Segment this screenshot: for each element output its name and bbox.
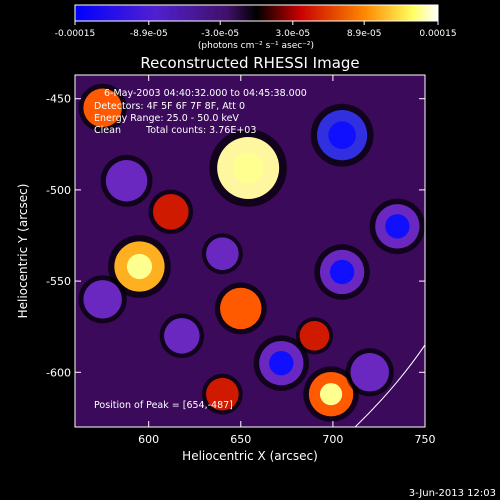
heatmap-feature-16: [201, 233, 243, 275]
heatmap-feature-15: [345, 348, 394, 397]
heatmap-feature-0: [209, 129, 287, 207]
colorbar-ticks: -0.00015 -8.9e-05 -3.0e-05 3.0e-05 8.9e-05 0.…: [55, 21, 457, 39]
annotation-clean: Clean: [94, 125, 121, 136]
colorbar-unit-label: (photons cm⁻² s⁻¹ asec⁻²): [198, 41, 314, 51]
x-tick-label-2: 700: [322, 433, 343, 446]
heatmap-feature-13: [159, 313, 205, 359]
colorbar-tick-label-2: -3.0e-05: [201, 29, 239, 39]
footer-timestamp: 3-Jun-2013 12:03: [409, 488, 496, 499]
heatmap-plot: 600 650 700 750 -450 -500 -550 -600: [46, 74, 436, 446]
heatmap-feature-1: [108, 235, 171, 298]
heatmap-feature-5: [78, 83, 127, 132]
y-tick-label-3: -600: [46, 366, 71, 379]
x-tick-label-3: 750: [415, 433, 436, 446]
colorbar-strip: [74, 4, 439, 22]
colorbar-tick-label-1: -8.9e-05: [130, 29, 168, 39]
annotation-counts: Total counts: 3.76E+03: [145, 125, 256, 136]
annotation-energy: Energy Range: 25.0 - 50.0 keV: [94, 113, 239, 124]
chart-title: Reconstructed RHESSI Image: [140, 54, 359, 72]
annotation-time-range: 6-May-2003 04:40:32.000 to 04:45:38.000: [104, 88, 307, 99]
y-axis-label: Heliocentric Y (arcsec): [16, 184, 30, 319]
y-tick-label-1: -500: [46, 184, 71, 197]
solar-limb-arc: [354, 344, 425, 427]
colorbar-tick-label-3: 3.0e-05: [276, 29, 311, 39]
colorbar-tick-label-4: 8.9e-05: [347, 29, 382, 39]
heatmap-feature-12: [100, 154, 153, 207]
colorbar: -0.00015 -8.9e-05 -3.0e-05 3.0e-05 8.9e-05 0.…: [55, 4, 457, 51]
heatmap-blobs: [78, 83, 425, 422]
annotations: 6-May-2003 04:40:32.000 to 04:45:38.000 …: [94, 88, 307, 411]
x-tick-label-0: 600: [138, 433, 159, 446]
heatmap-feature-7: [295, 317, 334, 355]
heatmap-feature-9: [369, 198, 425, 255]
y-tick-label-0: -450: [46, 93, 71, 106]
heatmap-feature-8: [310, 103, 374, 167]
heatmap-feature-2: [303, 366, 359, 422]
colorbar-tick-label-0: -0.00015: [55, 29, 95, 39]
x-tick-label-1: 650: [230, 433, 251, 446]
heatmap-feature-3: [214, 282, 267, 335]
plot-frame: [74, 74, 426, 428]
heatmap-feature-11: [78, 275, 127, 324]
annotation-peak-position: Position of Peak = [654,-487]: [94, 400, 233, 411]
heatmap-feature-6: [201, 373, 243, 415]
x-axis-label: Heliocentric X (arcsec): [182, 449, 318, 463]
annotation-detectors: Detectors: 4F 5F 6F 7F 8F, Att 0: [94, 101, 245, 112]
axis-ticks: 600 650 700 750 -450 -500 -550 -600: [46, 75, 436, 446]
y-tick-label-2: -550: [46, 275, 71, 288]
heatmap-feature-14: [253, 335, 310, 391]
heatmap-feature-10: [314, 244, 370, 300]
heatmap-feature-4: [148, 189, 194, 235]
colorbar-tick-label-5: 0.00015: [419, 29, 456, 39]
